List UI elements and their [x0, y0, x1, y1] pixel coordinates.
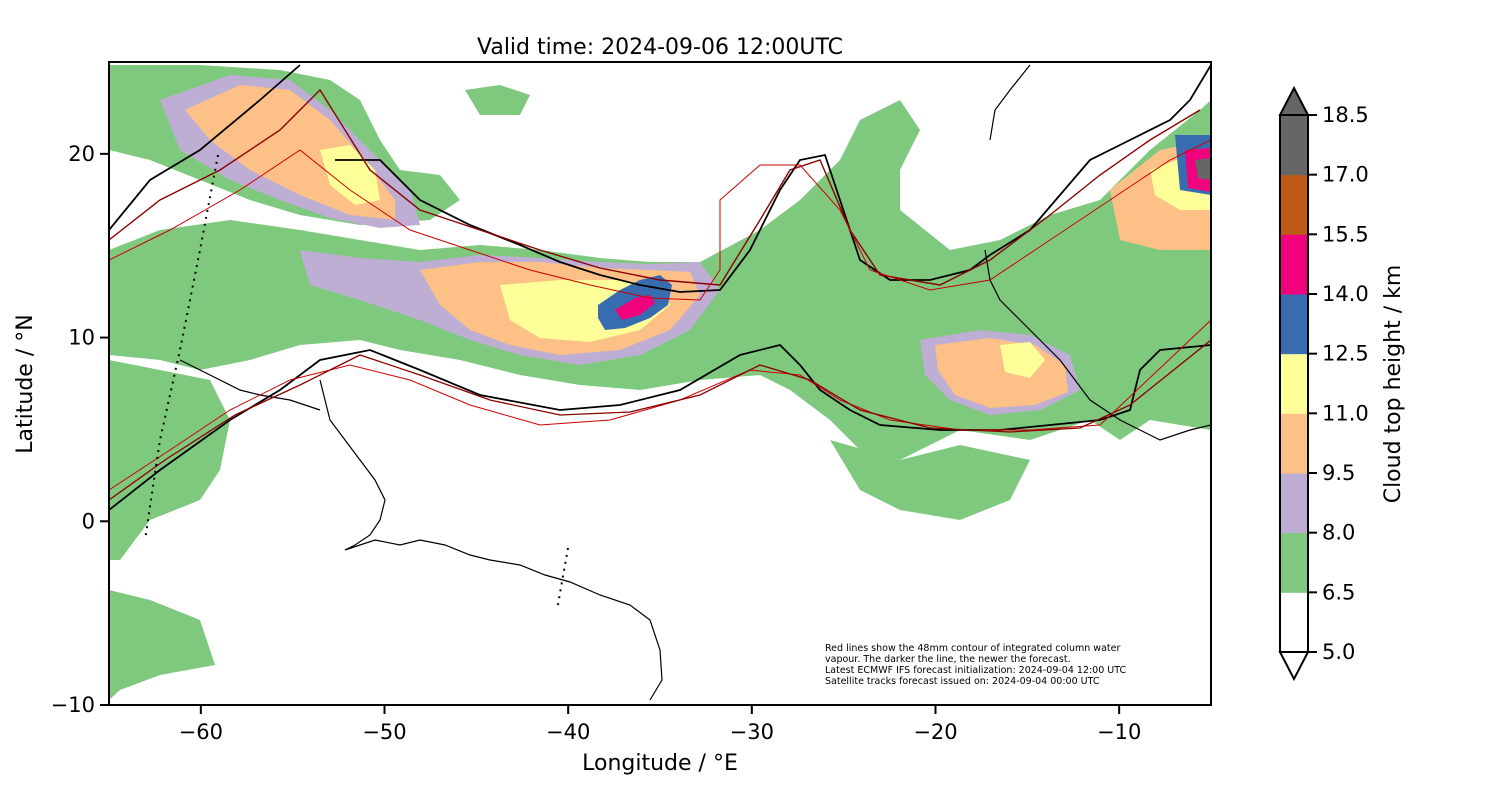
coastlines — [179, 64, 1211, 701]
cloud-ne-grey — [1195, 158, 1211, 180]
x-tick-label: −50 — [362, 720, 406, 744]
forecast-note: Red lines show the 48mm contour of integ… — [825, 643, 1126, 687]
y-tick-label: 20 — [68, 142, 95, 166]
y-axis-label: Latitude / °N — [13, 314, 38, 453]
x-tick-label: −10 — [1097, 720, 1141, 744]
colorbar-segment — [1280, 532, 1308, 593]
contour-older-4 — [109, 339, 1211, 501]
colorbar-tick-label: 9.5 — [1322, 461, 1355, 485]
y-tick-label: 0 — [82, 509, 95, 533]
colorbar-extend-max — [1278, 85, 1310, 116]
note-line-3: Latest ECMWF IFS forecast initialization… — [825, 665, 1126, 676]
colorbar-label: Cloud top height / km — [1381, 265, 1406, 504]
map-frame — [108, 61, 1212, 706]
colorbar-tick-label: 11.0 — [1322, 401, 1369, 425]
colorbar-tick-label: 15.5 — [1322, 222, 1369, 246]
caribbean-coast — [179, 359, 321, 411]
cloud-east-yellow — [1000, 342, 1045, 378]
satellite-track-west — [144, 154, 219, 541]
x-tick-label: −20 — [913, 720, 957, 744]
colorbar-segment — [1280, 294, 1308, 355]
map-title: Valid time: 2024-09-06 12:00UTC — [477, 35, 843, 60]
note-line-4: Satellite tracks forecast issued on: 202… — [825, 676, 1100, 687]
contour-latest-south — [109, 344, 1211, 511]
cloud-patch-small — [465, 85, 530, 115]
cloud-patch-south-west — [109, 590, 215, 700]
contour-older-1 — [109, 88, 1201, 286]
contour-older-2 — [109, 139, 1211, 301]
colorbar: 5.0 6.5 8.0 9.5 11.0 12.5 14.0 15.5 17.0 18.5 — [1278, 85, 1369, 682]
cloud-core-pink — [615, 295, 655, 320]
cloud-patch-south-east — [830, 440, 1030, 520]
south-america-coast — [319, 379, 663, 701]
x-axis-ticks: −60 −50 −40 −30 −20 −10 — [179, 705, 1141, 744]
map-area: Red lines show the 48mm contour of integ… — [109, 62, 1211, 705]
y-tick-label: 10 — [68, 326, 95, 350]
x-tick-label: −30 — [730, 720, 774, 744]
africa-coast — [984, 249, 1211, 441]
colorbar-tick-label: 5.0 — [1322, 640, 1355, 664]
colorbar-tick-label: 6.5 — [1322, 580, 1355, 604]
colorbar-segment — [1280, 234, 1308, 295]
satellite-tracks — [144, 154, 569, 611]
x-tick-label: −60 — [179, 720, 223, 744]
colorbar-tick-label: 17.0 — [1322, 163, 1369, 187]
colorbar-tick-label: 8.0 — [1322, 521, 1355, 545]
colorbar-segment — [1280, 353, 1308, 414]
cloud-patch-west — [109, 360, 230, 560]
colorbar-frame — [1279, 114, 1309, 653]
colorbar-tick-label: 18.5 — [1322, 103, 1369, 127]
colorbar-tick-label: 14.0 — [1322, 282, 1369, 306]
colorbar-segment — [1280, 413, 1308, 474]
water-vapour-contours — [109, 64, 1211, 511]
contour-latest — [109, 64, 1211, 293]
colorbar-segment — [1280, 115, 1308, 176]
note-line-2: vapour. The darker the line, the newer t… — [825, 654, 1071, 665]
note-line-1: Red lines show the 48mm contour of integ… — [825, 643, 1120, 654]
colorbar-segment — [1280, 174, 1308, 235]
y-tick-label: −10 — [51, 693, 95, 717]
y-axis-ticks: −10 0 10 20 — [51, 142, 109, 717]
africa-north-coast — [989, 64, 1031, 141]
colorbar-tick-label: 12.5 — [1322, 342, 1369, 366]
colorbar-segment — [1280, 592, 1308, 653]
x-axis-label: Longitude / °E — [582, 751, 738, 776]
x-tick-label: −40 — [546, 720, 590, 744]
colorbar-segment — [1280, 473, 1308, 534]
colorbar-extend-min — [1278, 651, 1310, 682]
